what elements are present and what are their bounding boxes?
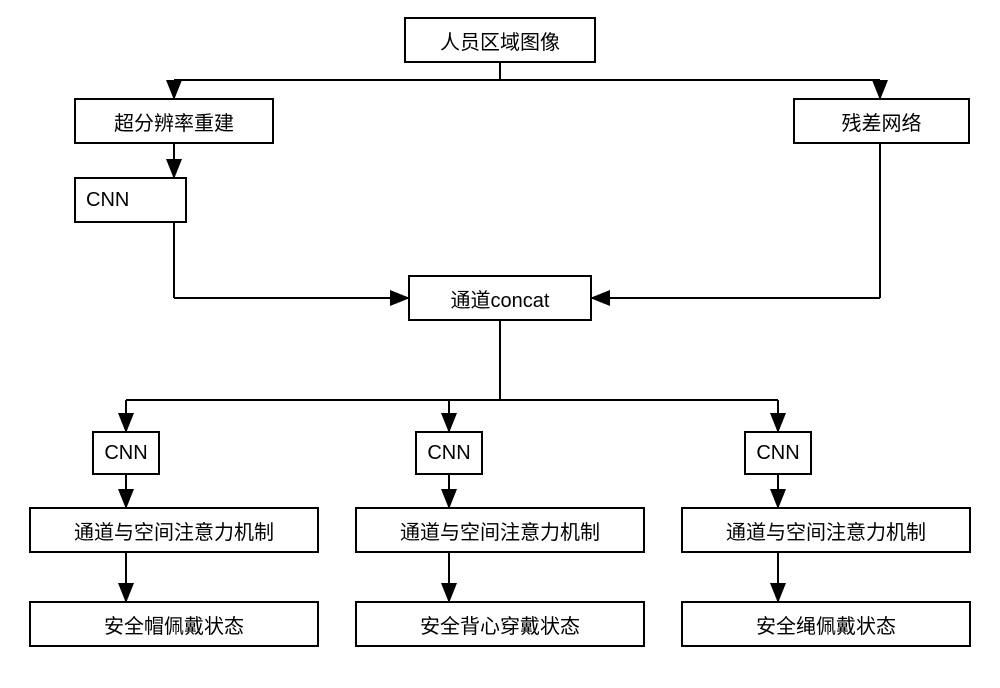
node-attention-b2: 通道与空间注意力机制 [355, 507, 645, 553]
node-label: 安全背心穿戴状态 [420, 610, 580, 639]
node-residual: 残差网络 [793, 98, 970, 144]
node-cnn-top: CNN [74, 177, 187, 223]
node-label: 残差网络 [842, 107, 922, 136]
node-label: 安全绳佩戴状态 [756, 610, 896, 639]
node-label: CNN [427, 442, 470, 465]
node-input: 人员区域图像 [404, 17, 596, 63]
node-output-b2: 安全背心穿戴状态 [355, 601, 645, 647]
node-cnn-b1: CNN [92, 431, 160, 475]
node-cnn-b3: CNN [744, 431, 812, 475]
node-super-res: 超分辨率重建 [74, 98, 274, 144]
node-label: CNN [86, 189, 129, 212]
node-output-b1: 安全帽佩戴状态 [29, 601, 319, 647]
node-cnn-b2: CNN [415, 431, 483, 475]
node-label: 安全帽佩戴状态 [104, 610, 244, 639]
node-label: 通道与空间注意力机制 [74, 516, 274, 545]
node-label: 通道与空间注意力机制 [726, 516, 926, 545]
node-label: CNN [756, 442, 799, 465]
node-output-b3: 安全绳佩戴状态 [681, 601, 971, 647]
node-label: 通道与空间注意力机制 [400, 516, 600, 545]
node-attention-b3: 通道与空间注意力机制 [681, 507, 971, 553]
node-label: CNN [104, 442, 147, 465]
node-label: 超分辨率重建 [114, 107, 234, 136]
node-label: 人员区域图像 [440, 26, 560, 55]
node-label: 通道concat [451, 284, 550, 313]
node-concat: 通道concat [408, 275, 592, 321]
node-attention-b1: 通道与空间注意力机制 [29, 507, 319, 553]
